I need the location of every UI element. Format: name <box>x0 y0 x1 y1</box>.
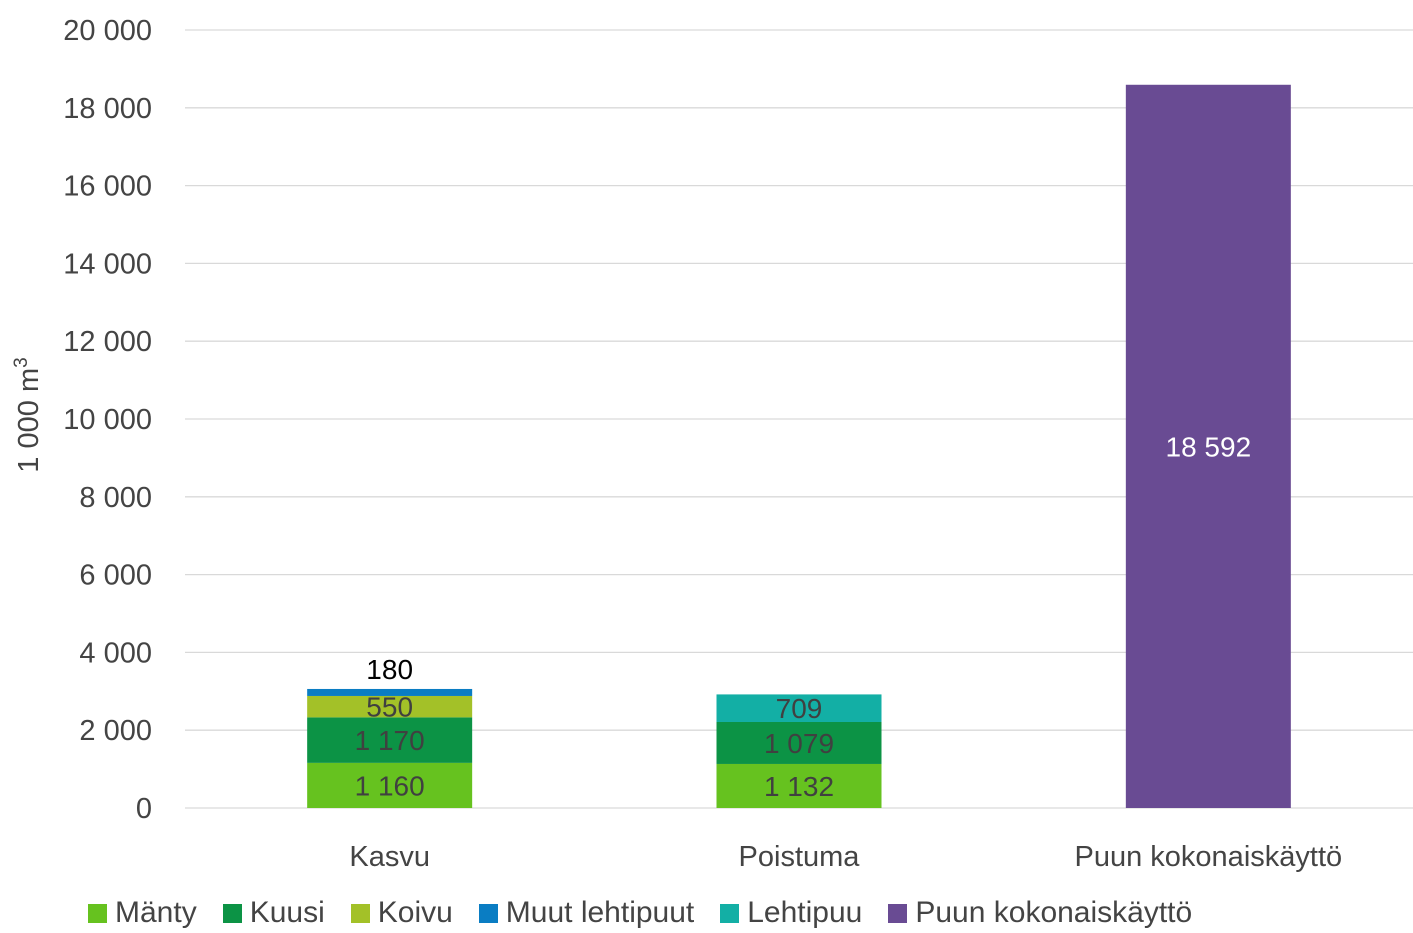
legend-item: Lehtipuu <box>720 896 862 930</box>
bar-segment <box>1125 84 1291 809</box>
bar-segment <box>716 763 882 808</box>
data-label: 1 170 <box>355 725 425 756</box>
data-label: 1 160 <box>355 770 425 801</box>
legend-label: Muut lehtipuut <box>505 896 695 929</box>
category-labels: Kasvu Poistuma Puun kokonaiskäyttö <box>349 841 1342 873</box>
y-tick-label: 8 000 <box>79 482 152 514</box>
y-tick-label: 20 000 <box>63 15 152 47</box>
legend-swatch <box>478 903 498 923</box>
y-tick-label: 0 <box>136 793 152 825</box>
y-tick-label: 10 000 <box>63 404 152 436</box>
data-label: 1 132 <box>764 771 834 802</box>
bar-segment <box>716 721 882 764</box>
bar-segment <box>307 695 473 718</box>
data-label: 180 <box>366 654 413 685</box>
y-tick-label: 12 000 <box>63 326 152 358</box>
y-tick-label: 2 000 <box>79 715 152 747</box>
y-tick-label: 16 000 <box>63 171 152 203</box>
legend-label: Lehtipuu <box>747 896 863 929</box>
legend-label: Koivu <box>377 896 453 929</box>
y-axis-label-superscript: 3 <box>11 357 32 368</box>
x-category-label: Kasvu <box>349 841 430 873</box>
bar-segment <box>307 717 473 763</box>
data-label: 550 <box>366 692 413 723</box>
legend-swatch <box>88 903 107 923</box>
legend-item: Kuusi <box>222 896 325 930</box>
y-tick-label: 18 000 <box>63 93 152 125</box>
legend: Mänty Kuusi Koivu Muut lehtipuut Lehtipuu Puu… <box>88 896 1192 930</box>
legend-label: Mänty <box>115 896 197 929</box>
y-axis-label: 1 000 m3 <box>11 357 45 472</box>
data-label: 709 <box>776 693 823 724</box>
y-tick-label: 6 000 <box>79 560 152 592</box>
legend-item: Muut lehtipuut <box>478 896 695 930</box>
bars <box>307 84 1291 809</box>
legend-label: Kuusi <box>249 896 325 929</box>
bar-segment <box>307 762 473 808</box>
chart: 0 2 000 4 000 6 000 8 000 10 000 12 000 14 000 1… <box>11 15 1413 873</box>
legend-swatch <box>350 903 370 923</box>
bar-segment <box>307 688 473 696</box>
legend-item: Mänty <box>88 896 197 930</box>
data-label: 1 079 <box>764 728 834 759</box>
y-tick-label: 14 000 <box>63 248 152 280</box>
y-axis-label-text: 1 000 m <box>13 368 45 473</box>
legend-swatch <box>720 903 740 923</box>
x-category-label: Puun kokonaiskäyttö <box>1075 841 1343 873</box>
legend-swatch <box>888 903 908 923</box>
legend-swatch <box>222 903 242 923</box>
x-category-label: Poistuma <box>739 841 861 873</box>
legend-item: Puun kokonaiskäyttö <box>888 896 1192 930</box>
y-tick-label: 4 000 <box>79 637 152 669</box>
y-axis-tick-labels: 0 2 000 4 000 6 000 8 000 10 000 12 000 14 000 1… <box>63 15 152 825</box>
data-label: 18 592 <box>1166 431 1252 462</box>
bar-segment <box>716 694 882 722</box>
legend-item: Koivu <box>350 896 453 930</box>
legend-label: Puun kokonaiskäyttö <box>915 896 1193 929</box>
